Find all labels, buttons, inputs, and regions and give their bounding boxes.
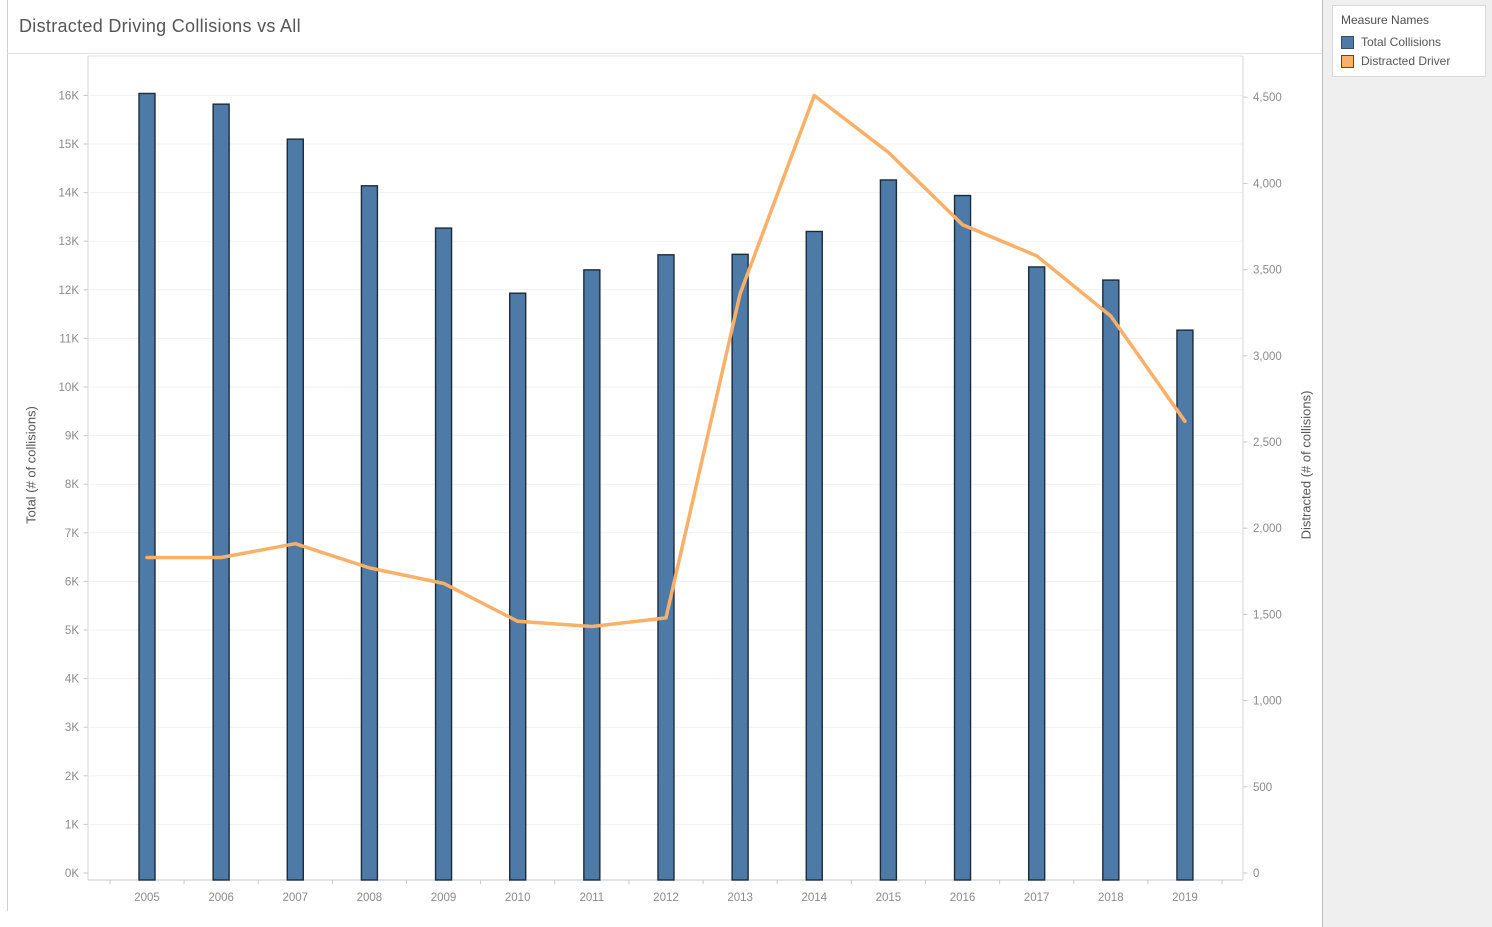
bar-2014[interactable]	[805, 230, 823, 881]
right-axis-tick-label: 2,500	[1253, 437, 1282, 449]
x-label-2007[interactable]: 2007	[282, 892, 308, 904]
left-axis-tick-label: 10K	[59, 382, 80, 394]
legend-label: Total Collisions	[1361, 35, 1442, 49]
left-axis-tick-label: 16K	[59, 90, 80, 102]
bar-2015[interactable]	[879, 179, 898, 881]
left-axis-tick-label: 1K	[65, 819, 79, 831]
bar-2005[interactable]	[138, 92, 156, 881]
distracted-driver-line[interactable]	[145, 93, 1187, 629]
legend-panel: Measure Names Total Collisions Distracte…	[1322, 0, 1492, 927]
x-label-2012[interactable]: 2012	[653, 892, 679, 904]
left-axis-tick-label: 15K	[59, 139, 80, 151]
legend-card: Measure Names Total Collisions Distracte…	[1332, 5, 1486, 77]
left-axis-tick-label: 13K	[59, 236, 80, 248]
left-axis-tick-label: 5K	[65, 625, 79, 637]
left-axis-tick-label: 6K	[65, 576, 79, 588]
x-label-2009[interactable]: 2009	[431, 892, 457, 904]
bar-2006[interactable]	[212, 103, 230, 881]
x-label-2014[interactable]: 2014	[801, 892, 827, 904]
legend-title: Measure Names	[1341, 13, 1430, 27]
x-label-2010[interactable]: 2010	[505, 892, 531, 904]
bar-2008[interactable]	[360, 185, 379, 881]
total-collisions-swatch-icon	[1341, 35, 1354, 49]
bar-2010[interactable]	[509, 292, 527, 881]
x-label-2011[interactable]: 2011	[579, 892, 604, 904]
right-axis-tick-label: 2,000	[1253, 523, 1282, 535]
right-axis-title: Distracted (# of collisions)	[1298, 390, 1314, 540]
left-axis-tick-label: 9K	[65, 431, 79, 443]
legend-item-distracted-driver[interactable]: Distracted Driver	[1341, 54, 1477, 68]
right-axis-tick-label: 1,000	[1253, 696, 1282, 708]
bar-2011[interactable]	[583, 269, 601, 881]
x-label-2013[interactable]: 2013	[727, 892, 753, 904]
chart-title-block: Distracted Driving Collisions vs All	[7, 0, 1323, 54]
x-label-2005[interactable]: 2005	[134, 892, 160, 904]
bar-2018[interactable]	[1102, 279, 1120, 881]
bar-2019[interactable]	[1176, 329, 1194, 881]
bar-2013[interactable]	[731, 253, 749, 881]
x-label-2006[interactable]: 2006	[208, 892, 234, 904]
x-label-2015[interactable]: 2015	[876, 892, 902, 904]
left-axis-tick-label: 14K	[59, 188, 80, 200]
left-axis-tick-label: 2K	[65, 771, 79, 783]
x-label-2016[interactable]: 2016	[950, 892, 976, 904]
left-axis-tick-label: 3K	[65, 722, 79, 734]
right-axis-tick-label: 3,000	[1253, 351, 1282, 363]
x-label-2019[interactable]: 2019	[1172, 892, 1198, 904]
bar-2017[interactable]	[1027, 266, 1046, 881]
x-label-2017[interactable]: 2017	[1024, 892, 1050, 904]
left-axis-title: Total (# of collisions)	[23, 406, 39, 524]
left-axis-tick-label: 7K	[65, 528, 79, 540]
right-axis-tick-label: 3,500	[1253, 265, 1282, 277]
legend-label: Distracted Driver	[1361, 54, 1451, 68]
left-axis-tick-label: 8K	[65, 479, 79, 491]
right-axis-tick-label: 4,500	[1253, 92, 1282, 104]
x-label-2008[interactable]: 2008	[357, 892, 383, 904]
left-axis-tick-label: 0K	[65, 868, 79, 880]
right-axis-tick-label: 4,000	[1253, 178, 1282, 190]
right-axis-tick-label: 500	[1253, 782, 1272, 794]
distracted-driver-swatch-icon	[1341, 54, 1354, 68]
left-axis-tick-label: 12K	[59, 285, 80, 297]
x-label-2018[interactable]: 2018	[1098, 892, 1124, 904]
right-axis-tick-label: 1,500	[1253, 609, 1282, 621]
chart-title: Distracted Driving Collisions vs All	[19, 16, 301, 36]
right-axis-tick-label: 0	[1253, 868, 1259, 880]
bar-2016[interactable]	[953, 194, 972, 881]
bar-2012[interactable]	[657, 254, 675, 881]
bar-2009[interactable]	[434, 227, 453, 881]
left-axis-tick-label: 11K	[59, 333, 79, 345]
legend-item-total-collisions[interactable]: Total Collisions	[1341, 35, 1477, 49]
left-axis-tick-label: 4K	[65, 674, 79, 686]
bar-2007[interactable]	[286, 138, 304, 881]
